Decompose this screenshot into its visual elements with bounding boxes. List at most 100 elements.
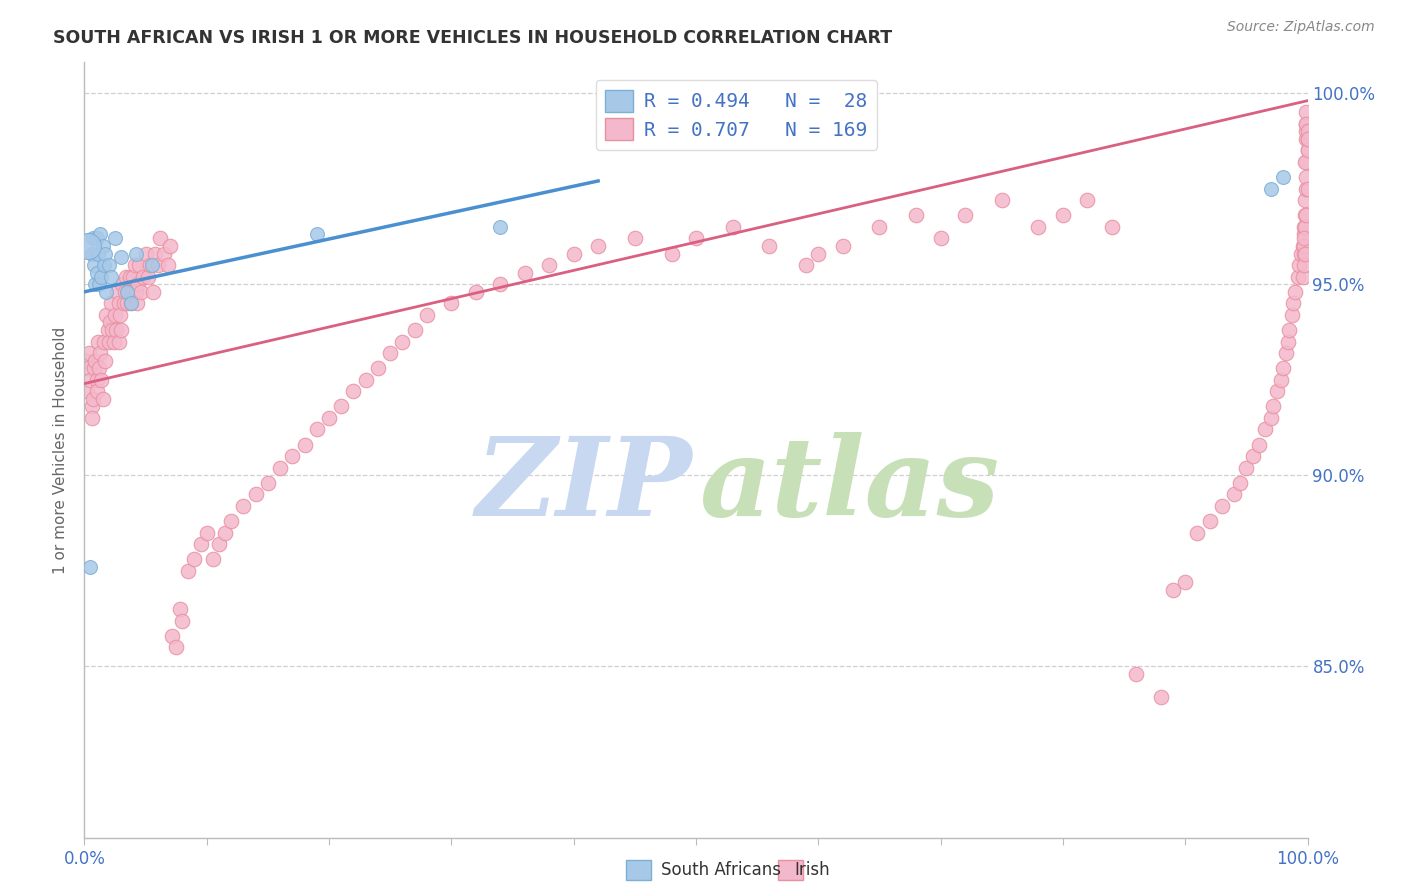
Point bbox=[89, 346, 111, 360]
Point bbox=[107, 334, 129, 349]
Point bbox=[118, 269, 141, 284]
Point bbox=[1241, 449, 1264, 463]
Text: atlas: atlas bbox=[700, 432, 1000, 539]
Point bbox=[305, 422, 328, 436]
Text: Source: ZipAtlas.com: Source: ZipAtlas.com bbox=[1227, 20, 1375, 34]
Point bbox=[330, 400, 353, 414]
Point bbox=[146, 258, 169, 272]
Point bbox=[1272, 361, 1295, 376]
Point bbox=[1295, 124, 1317, 138]
Point bbox=[127, 277, 149, 292]
Point bbox=[101, 323, 124, 337]
Point bbox=[115, 269, 138, 284]
Point bbox=[104, 308, 127, 322]
Point bbox=[562, 246, 585, 260]
Point bbox=[1174, 575, 1197, 590]
Point bbox=[114, 285, 136, 299]
Point bbox=[416, 308, 439, 322]
Point bbox=[77, 239, 100, 253]
Point bbox=[905, 208, 928, 222]
Point bbox=[80, 411, 103, 425]
Point bbox=[831, 239, 853, 253]
Point bbox=[991, 193, 1014, 207]
Point bbox=[1295, 170, 1317, 185]
Point bbox=[1076, 193, 1098, 207]
Point bbox=[1294, 219, 1316, 234]
Point bbox=[807, 246, 830, 260]
Point bbox=[77, 361, 100, 376]
Point bbox=[82, 231, 104, 245]
Point bbox=[269, 460, 291, 475]
Point bbox=[440, 296, 463, 310]
Point bbox=[1296, 124, 1319, 138]
Point bbox=[721, 219, 744, 234]
Point bbox=[87, 361, 110, 376]
Point bbox=[91, 392, 114, 406]
Point bbox=[100, 296, 122, 310]
Point bbox=[87, 246, 110, 260]
Point bbox=[1295, 132, 1317, 146]
Point bbox=[1198, 514, 1220, 528]
Point bbox=[159, 239, 181, 253]
Point bbox=[1294, 193, 1316, 207]
Point bbox=[1296, 132, 1319, 146]
Point bbox=[96, 308, 118, 322]
Point bbox=[1254, 422, 1277, 436]
Text: Irish: Irish bbox=[794, 861, 830, 879]
Point bbox=[1281, 308, 1303, 322]
Point bbox=[1292, 227, 1315, 242]
Point bbox=[87, 334, 110, 349]
Point bbox=[80, 246, 103, 260]
Point bbox=[1292, 258, 1315, 272]
Point bbox=[1292, 239, 1315, 253]
Point bbox=[83, 361, 105, 376]
Point bbox=[953, 208, 976, 222]
Point bbox=[1260, 181, 1282, 195]
Point bbox=[86, 384, 108, 399]
Point bbox=[1028, 219, 1050, 234]
Point bbox=[94, 246, 117, 260]
Point bbox=[232, 499, 254, 513]
Point bbox=[1296, 132, 1319, 146]
Point bbox=[132, 269, 155, 284]
Point bbox=[117, 285, 139, 299]
Point bbox=[149, 231, 172, 245]
Point bbox=[1101, 219, 1123, 234]
Point bbox=[513, 266, 536, 280]
Point bbox=[1286, 269, 1309, 284]
Point bbox=[136, 269, 159, 284]
Point bbox=[110, 251, 132, 265]
Point bbox=[93, 258, 115, 272]
Point bbox=[1296, 132, 1319, 146]
Point bbox=[464, 285, 486, 299]
Point bbox=[86, 231, 108, 245]
Point bbox=[97, 258, 120, 272]
Point bbox=[172, 614, 194, 628]
Point bbox=[169, 602, 191, 616]
Point bbox=[122, 269, 145, 284]
Point bbox=[1229, 475, 1251, 490]
Point bbox=[208, 537, 231, 551]
Point bbox=[1211, 499, 1233, 513]
Point bbox=[489, 219, 512, 234]
Point bbox=[1296, 181, 1319, 195]
Point bbox=[214, 525, 236, 540]
Point bbox=[1161, 582, 1184, 597]
Point bbox=[183, 552, 205, 566]
Point bbox=[84, 277, 107, 292]
Point bbox=[94, 353, 117, 368]
Point bbox=[281, 449, 304, 463]
Point bbox=[80, 400, 103, 414]
Point bbox=[112, 296, 135, 310]
Point bbox=[201, 552, 224, 566]
Point bbox=[1282, 296, 1305, 310]
Point bbox=[83, 258, 105, 272]
Point bbox=[1274, 346, 1296, 360]
Point bbox=[489, 277, 512, 292]
Point bbox=[79, 560, 101, 574]
Point bbox=[1292, 231, 1315, 245]
Point bbox=[153, 246, 176, 260]
Point bbox=[586, 239, 609, 253]
Point bbox=[1294, 246, 1316, 260]
Point bbox=[111, 277, 134, 292]
